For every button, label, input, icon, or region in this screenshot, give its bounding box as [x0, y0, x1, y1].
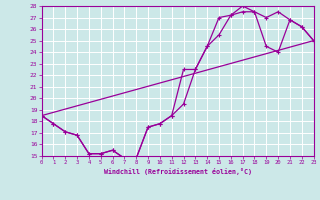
X-axis label: Windchill (Refroidissement éolien,°C): Windchill (Refroidissement éolien,°C) — [104, 168, 252, 175]
